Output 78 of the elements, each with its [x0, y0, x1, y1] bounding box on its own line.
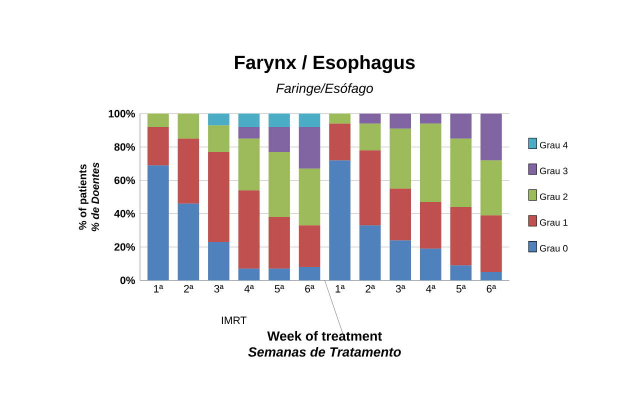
- bar: [268, 152, 290, 217]
- bar: [208, 114, 230, 126]
- bar: [420, 114, 442, 124]
- bar: [238, 268, 260, 280]
- bar: [298, 168, 320, 226]
- text: Semanas de Tratamento: [248, 346, 401, 357]
- text: IMRT: [222, 316, 246, 324]
- bar: [178, 114, 200, 139]
- bar: [238, 190, 260, 269]
- bar: [359, 225, 381, 280]
- bar: [148, 126, 169, 166]
- bar: [268, 126, 290, 152]
- x-tick-label: 6ª: [486, 285, 496, 293]
- bar: [208, 152, 230, 242]
- y-tick-label: 20%: [114, 243, 136, 251]
- bar: [178, 204, 200, 280]
- chart-title: Farynx / Esophagus: [235, 55, 415, 74]
- bar: [298, 126, 320, 169]
- y-tick-label: 100%: [108, 110, 136, 118]
- x-tick-label: 1ª: [154, 285, 164, 292]
- bar: [329, 124, 350, 160]
- bar: [450, 207, 472, 266]
- y-tick-label: 40%: [114, 210, 136, 218]
- y-axis-title: % of patients: [78, 164, 88, 230]
- bar: [329, 114, 350, 124]
- bar: [420, 248, 442, 280]
- bar: [480, 215, 502, 272]
- x-tick-label: 5ª: [456, 285, 466, 293]
- x-tick-label: 5ª: [274, 285, 284, 293]
- bar: [480, 272, 502, 280]
- x-tick-label: 3ª: [214, 285, 224, 293]
- bar: [329, 160, 350, 280]
- bar: [390, 114, 412, 129]
- bar: [238, 126, 260, 139]
- legend-label: Grau 0: [540, 245, 568, 252]
- legend-label: Grau 3: [540, 168, 568, 174]
- bar: [450, 265, 472, 280]
- x-tick-label: 3ª: [396, 285, 406, 293]
- legend-label: Grau 4: [540, 142, 568, 148]
- bar: [420, 202, 442, 249]
- bar: [208, 125, 230, 152]
- x-tick-label: 6ª: [305, 285, 314, 293]
- bar: [480, 114, 502, 160]
- bar: [268, 268, 290, 280]
- x-tick-label: 2ª: [184, 285, 194, 292]
- bar: [450, 114, 472, 139]
- bar: [359, 150, 381, 226]
- bar: [238, 114, 260, 127]
- bar: [390, 240, 412, 280]
- bar: [450, 138, 472, 207]
- bar: [298, 267, 320, 280]
- y-tick-label: 80%: [114, 143, 136, 151]
- bar: [359, 114, 381, 124]
- x-tick-label: 1ª: [336, 285, 345, 292]
- bar: [390, 188, 412, 240]
- x-tick-label: 4ª: [244, 285, 254, 292]
- bar: [148, 165, 169, 280]
- text: % de Doentes: [91, 162, 99, 232]
- x-tick-label: 4ª: [426, 285, 436, 292]
- bar: [298, 114, 320, 127]
- bar: [359, 124, 381, 150]
- bar: [178, 138, 200, 204]
- legend-label: Grau 2: [540, 193, 568, 200]
- x-axis-title: Week of treatment: [267, 331, 382, 341]
- bar: [480, 160, 502, 216]
- bar: [268, 217, 290, 269]
- bar: [390, 128, 412, 189]
- bar: [148, 114, 169, 127]
- bar: [238, 138, 260, 190]
- bar: [268, 114, 290, 127]
- chart-subtitle: Faringe/Esófago: [276, 83, 373, 96]
- bar: [298, 225, 320, 267]
- y-tick-label: 60%: [114, 176, 136, 184]
- bar: [420, 124, 442, 202]
- x-tick-label: 2ª: [366, 285, 376, 292]
- legend-label: Grau 1: [540, 219, 568, 226]
- bar: [208, 242, 230, 280]
- y-tick-label: 0%: [120, 276, 136, 284]
